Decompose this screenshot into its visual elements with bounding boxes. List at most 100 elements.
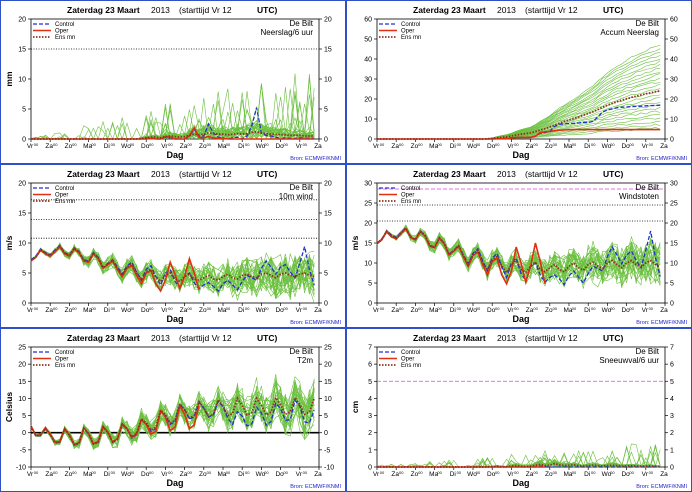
x-tick-label: Zo <box>199 307 207 314</box>
y-tick-label-left: 15 <box>18 47 26 54</box>
x-subtick-label: 00 <box>629 142 634 147</box>
y-tick-label-left: 4 <box>368 396 372 403</box>
x-subtick-label: 00 <box>245 306 250 311</box>
x-subtick-label: 00 <box>303 306 308 311</box>
header-date: Zaterdag 23 Maart <box>67 5 140 15</box>
x-subtick-label: 00 <box>72 470 77 475</box>
x-subtick-label: 00 <box>399 306 404 311</box>
y-tick-label-left: 20 <box>18 17 26 24</box>
x-subtick-label: 00 <box>207 470 212 475</box>
x-subtick-label: 00 <box>130 142 135 147</box>
y-tick-label-right: 5 <box>324 413 328 420</box>
x-subtick-label: 00 <box>495 142 500 147</box>
header-date: Zaterdag 23 Maart <box>413 333 486 343</box>
x-subtick-label: 00 <box>187 470 192 475</box>
x-tick-label: Di <box>238 307 244 314</box>
panel-10m-wind: Zaterdag 23 Maart 2013 (starttijd Vr 12 UTC… <box>0 164 346 328</box>
x-subtick-label: 00 <box>91 306 96 311</box>
x-axis-label: Dag <box>512 478 529 488</box>
y-tick-label-left: 10 <box>364 261 372 268</box>
x-tick-label: Vr <box>373 143 380 150</box>
x-subtick-label: 00 <box>168 142 173 147</box>
y-tick-label-right: 6 <box>670 362 674 369</box>
x-tick-label: Do <box>141 471 150 478</box>
source-label: Bron: ECMWF/KNMI <box>636 156 687 162</box>
y-tick-label-left: 0 <box>368 465 372 472</box>
x-subtick-label: 00 <box>476 470 481 475</box>
x-tick-label: Do <box>621 143 630 150</box>
y-tick-label-left: 1 <box>368 447 372 454</box>
ensemble-member-line <box>30 380 315 448</box>
oper-line <box>377 128 661 140</box>
x-subtick-label: 00 <box>457 142 462 147</box>
x-tick-label: Vr <box>507 471 514 478</box>
y-tick-label-right: 0 <box>670 465 674 472</box>
x-subtick-label: 00 <box>245 142 250 147</box>
panel-snowfall: Zaterdag 23 Maart 2013 (starttijd Vr 12 UTC… <box>346 328 692 492</box>
chart-title: 10m wind <box>279 192 313 201</box>
y-tick-label-left: 15 <box>18 211 26 218</box>
panel-header: Zaterdag 23 Maart 2013 (starttijd Vr 12 UTC… <box>413 333 623 343</box>
y-tick-label-left: 20 <box>364 221 372 228</box>
x-tick-label: Ma <box>217 143 226 150</box>
ensemble-member-line <box>376 224 661 283</box>
panel-wind-gusts: Zaterdag 23 Maart 2013 (starttijd Vr 12 UTC… <box>346 164 692 328</box>
x-tick-label: Za <box>526 307 534 314</box>
x-axis-label: Dag <box>512 314 529 324</box>
y-tick-label-left: 10 <box>18 77 26 84</box>
x-tick-label: Do <box>621 471 630 478</box>
x-subtick-label: 00 <box>457 306 462 311</box>
y-tick-label-right: 0 <box>670 301 674 308</box>
y-tick-label-right: 10 <box>324 396 332 403</box>
ensemble-member-line <box>376 228 661 285</box>
y-tick-label-left: 50 <box>364 37 372 44</box>
y-tick-label-left: 7 <box>368 345 372 352</box>
x-tick-label: Wo <box>121 143 131 150</box>
y-tick-label-left: 40 <box>364 57 372 64</box>
x-subtick-label: 00 <box>380 142 385 147</box>
location-label: De Bilt <box>635 347 659 356</box>
source-label: Bron: ECMWF/KNMI <box>290 320 341 326</box>
x-tick-label: Za <box>45 471 53 478</box>
chart-title: Sneeuwval/6 uur <box>599 356 659 365</box>
location-label: De Bilt <box>289 19 313 28</box>
y-tick-label-right: 0 <box>324 137 328 144</box>
panel-precipitation: Zaterdag 23 Maart 2013 (starttijd Vr 12 UTC… <box>0 0 346 164</box>
x-tick-label: Vr <box>296 143 303 150</box>
y-tick-label-left: 25 <box>364 201 372 208</box>
ensemble-member-line <box>30 246 315 298</box>
y-tick-label-right: 7 <box>670 345 674 352</box>
x-tick-label: Zo <box>545 471 553 478</box>
x-tick-label: Do <box>275 143 284 150</box>
x-tick-label: Vr <box>642 471 649 478</box>
x-tick-label: Do <box>487 471 496 478</box>
x-tick-label: Wo <box>256 307 266 314</box>
x-tick-label: Za <box>314 143 322 150</box>
x-subtick-label: 00 <box>572 142 577 147</box>
x-subtick-label: 00 <box>629 470 634 475</box>
x-subtick-label: 00 <box>649 306 654 311</box>
x-tick-label: Wo <box>602 307 612 314</box>
x-axis-label: Dag <box>512 150 529 160</box>
y-tick-label-right: 50 <box>670 37 678 44</box>
chart-snowfall: Zaterdag 23 Maart 2013 (starttijd Vr 12 UTC… <box>350 333 687 490</box>
x-subtick-label: 00 <box>264 306 269 311</box>
x-subtick-label: 00 <box>111 470 116 475</box>
y-tick-label-right: 0 <box>324 430 328 437</box>
x-subtick-label: 00 <box>303 470 308 475</box>
y-tick-label-left: 10 <box>364 117 372 124</box>
y-tick-label-right: 20 <box>670 221 678 228</box>
legend-ens-mean-label: Ens mn <box>401 199 421 205</box>
x-subtick-label: 00 <box>437 306 442 311</box>
x-subtick-label: 00 <box>553 142 558 147</box>
x-subtick-label: 00 <box>399 470 404 475</box>
ensemble-member-line <box>376 229 661 287</box>
legend-oper-label: Oper <box>55 357 68 363</box>
legend-control-label: Control <box>401 22 420 28</box>
y-tick-label-right: 20 <box>670 97 678 104</box>
x-tick-label: Vr <box>296 471 303 478</box>
legend-ens-mean-label: Ens mn <box>401 35 421 41</box>
